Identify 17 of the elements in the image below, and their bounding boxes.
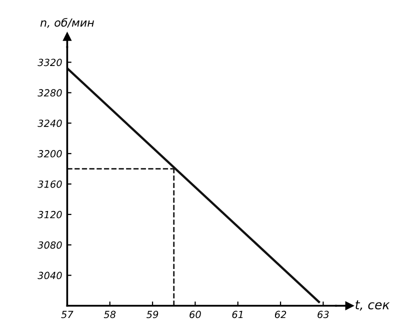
y-axis-title: n, об/мин: [40, 18, 94, 28]
y-tick-label: 3280: [38, 89, 62, 97]
x-tick-label: 60: [190, 310, 201, 318]
y-tick-label: 3240: [38, 120, 62, 127]
y-tick-label: 3120: [38, 210, 62, 218]
x-axis-title: t, сек: [356, 300, 390, 311]
x-tick-label: 62: [274, 310, 286, 318]
y-tick-label: 3320: [38, 58, 62, 66]
y-tick-label: 3160: [38, 180, 62, 188]
y-tick-label: 3040: [38, 272, 62, 280]
y-tick-label: 3200: [38, 150, 62, 158]
x-tick-label: 61: [232, 310, 243, 318]
y-tick-label: 3080: [38, 241, 62, 249]
x-tick-label: 59: [146, 310, 158, 318]
x-tick-label: 57: [61, 310, 74, 318]
x-tick-label: 58: [104, 310, 116, 318]
x-tick-label: 63: [318, 310, 329, 318]
